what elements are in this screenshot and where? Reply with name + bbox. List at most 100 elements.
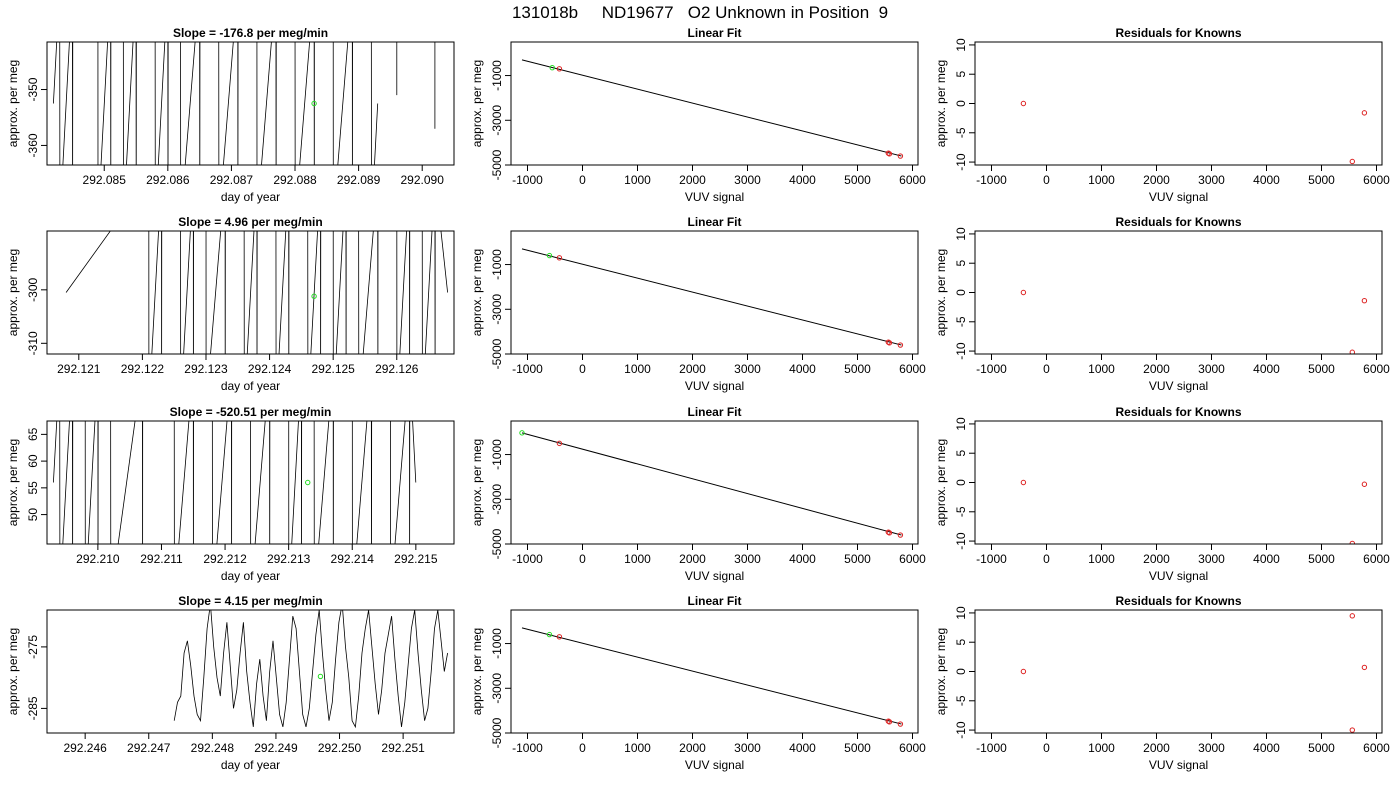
x-tick-label: 4000 bbox=[789, 552, 816, 566]
x-tick-label: 6000 bbox=[899, 741, 926, 755]
x-tick-label: 292.088 bbox=[273, 173, 317, 187]
unknown-point bbox=[311, 293, 317, 299]
panel-title: Slope = 4.15 per meg/min bbox=[178, 594, 322, 608]
y-tick-label: 0 bbox=[954, 289, 968, 296]
known-point bbox=[556, 66, 563, 72]
y-tick-label: -5 bbox=[954, 506, 968, 517]
plot-area bbox=[1020, 479, 1368, 544]
x-tick-label: 1000 bbox=[1088, 552, 1115, 566]
known-point bbox=[1020, 289, 1027, 296]
y-axis-label: approx. per meg bbox=[6, 60, 20, 147]
x-tick-label: 292.249 bbox=[254, 741, 298, 755]
x-tick-label: 5000 bbox=[844, 362, 871, 376]
x-tick-label: 292.246 bbox=[63, 741, 107, 755]
panel-title: Linear Fit bbox=[687, 215, 741, 229]
x-tick-label: 4000 bbox=[1253, 173, 1280, 187]
panel-2-1: Slope = 4.96 per meg/min 292.121 292.122 29… bbox=[6, 215, 455, 393]
unknown-point bbox=[546, 631, 553, 638]
plot-frame bbox=[974, 609, 1383, 734]
panel-2-2: Linear Fit -1000 0 1000 2000 3000 4000 5000 6000… bbox=[470, 215, 926, 393]
x-tick-label: 2000 bbox=[1143, 362, 1170, 376]
y-tick-label: -3000 bbox=[490, 673, 504, 704]
panel-4-3: Residuals for Knowns -1000 0 1000 2000 3000 40… bbox=[934, 594, 1390, 772]
fit-line bbox=[521, 59, 902, 157]
y-tick-label: 5 bbox=[954, 450, 968, 457]
x-tick-label: 5000 bbox=[1308, 362, 1335, 376]
y-tick-label: -3000 bbox=[490, 294, 504, 325]
x-tick-label: 292.126 bbox=[375, 362, 419, 376]
y-tick-label: -1000 bbox=[490, 628, 504, 659]
panel-title: Residuals for Knowns bbox=[1115, 594, 1241, 608]
y-tick-label: -10 bbox=[954, 342, 968, 360]
x-tick-label: 1000 bbox=[624, 552, 651, 566]
plot-area bbox=[53, 421, 417, 544]
panel-title: Slope = -176.8 per meg/min bbox=[173, 26, 328, 40]
x-axis-label: VUV signal bbox=[685, 379, 744, 393]
panel-4-2: Linear Fit -1000 0 1000 2000 3000 4000 5000 6000… bbox=[470, 594, 926, 772]
y-tick-label: 10 bbox=[954, 417, 968, 431]
fit-line bbox=[521, 432, 902, 536]
y-tick-label: 55 bbox=[26, 481, 40, 495]
y-tick-label: -5000 bbox=[490, 149, 504, 180]
x-tick-label: 2000 bbox=[679, 362, 706, 376]
plot-frame bbox=[510, 230, 919, 355]
plot-area bbox=[53, 42, 436, 165]
x-tick-label: 0 bbox=[1043, 173, 1050, 187]
x-tick-label: 292.123 bbox=[184, 362, 228, 376]
y-axis-label: approx. per meg bbox=[6, 628, 20, 715]
x-tick-label: 1000 bbox=[624, 173, 651, 187]
x-axis-label: day of year bbox=[221, 379, 280, 393]
x-tick-label: 4000 bbox=[1253, 362, 1280, 376]
unknown-point bbox=[305, 479, 311, 486]
unknown-point bbox=[311, 100, 317, 107]
y-tick-label: -5000 bbox=[490, 338, 504, 369]
x-tick-label: 292.248 bbox=[191, 741, 235, 755]
x-tick-label: 2000 bbox=[1143, 552, 1170, 566]
x-tick-label: 3000 bbox=[734, 173, 761, 187]
x-tick-label: 6000 bbox=[1363, 362, 1390, 376]
known-point bbox=[1349, 540, 1355, 544]
x-tick-label: 0 bbox=[579, 741, 586, 755]
x-tick-label: 0 bbox=[1043, 362, 1050, 376]
y-axis-label: approx. per meg bbox=[6, 249, 20, 336]
panel-3-2: Linear Fit -1000 0 1000 2000 3000 4000 5000 6000… bbox=[470, 405, 926, 583]
plot-area bbox=[1020, 100, 1368, 165]
plot-frame bbox=[510, 609, 919, 734]
x-tick-label: 292.086 bbox=[146, 173, 190, 187]
x-tick-label: 0 bbox=[579, 173, 586, 187]
series-line bbox=[53, 42, 436, 165]
x-tick-label: 4000 bbox=[1253, 552, 1280, 566]
y-tick-label: -5 bbox=[954, 695, 968, 706]
x-tick-label: -1000 bbox=[976, 173, 1007, 187]
x-tick-label: -1000 bbox=[976, 552, 1007, 566]
x-tick-label: 5000 bbox=[844, 552, 871, 566]
y-tick-label: -3000 bbox=[490, 105, 504, 136]
x-tick-label: 3000 bbox=[1198, 362, 1225, 376]
x-tick-label: 292.121 bbox=[57, 362, 101, 376]
x-tick-label: 6000 bbox=[899, 173, 926, 187]
y-axis-label: approx. per meg bbox=[6, 439, 20, 526]
plot-frame bbox=[46, 420, 455, 545]
plot-area bbox=[519, 430, 904, 538]
y-tick-label: 5 bbox=[954, 71, 968, 78]
x-tick-label: 1000 bbox=[624, 741, 651, 755]
known-point bbox=[897, 721, 904, 727]
y-tick-label: 0 bbox=[954, 668, 968, 675]
series-line bbox=[53, 421, 417, 544]
x-tick-label: 1000 bbox=[1088, 741, 1115, 755]
panel-title: Residuals for Knowns bbox=[1115, 405, 1241, 419]
x-tick-label: 2000 bbox=[679, 552, 706, 566]
x-tick-label: 292.125 bbox=[311, 362, 355, 376]
panel-title: Residuals for Knowns bbox=[1115, 26, 1241, 40]
x-tick-label: 2000 bbox=[679, 741, 706, 755]
x-tick-label: 5000 bbox=[1308, 552, 1335, 566]
known-point bbox=[556, 440, 563, 447]
y-tick-label: -1000 bbox=[490, 249, 504, 280]
panel-2-3: Residuals for Knowns -1000 0 1000 2000 3000 40… bbox=[934, 215, 1390, 393]
x-tick-label: 5000 bbox=[1308, 741, 1335, 755]
panel-4-1: Slope = 4.15 per meg/min 292.246 292.247 29… bbox=[6, 594, 455, 772]
panel-title: Residuals for Knowns bbox=[1115, 215, 1241, 229]
plot-frame bbox=[974, 420, 1383, 545]
known-point bbox=[1361, 298, 1368, 304]
y-tick-label: 50 bbox=[26, 508, 40, 522]
